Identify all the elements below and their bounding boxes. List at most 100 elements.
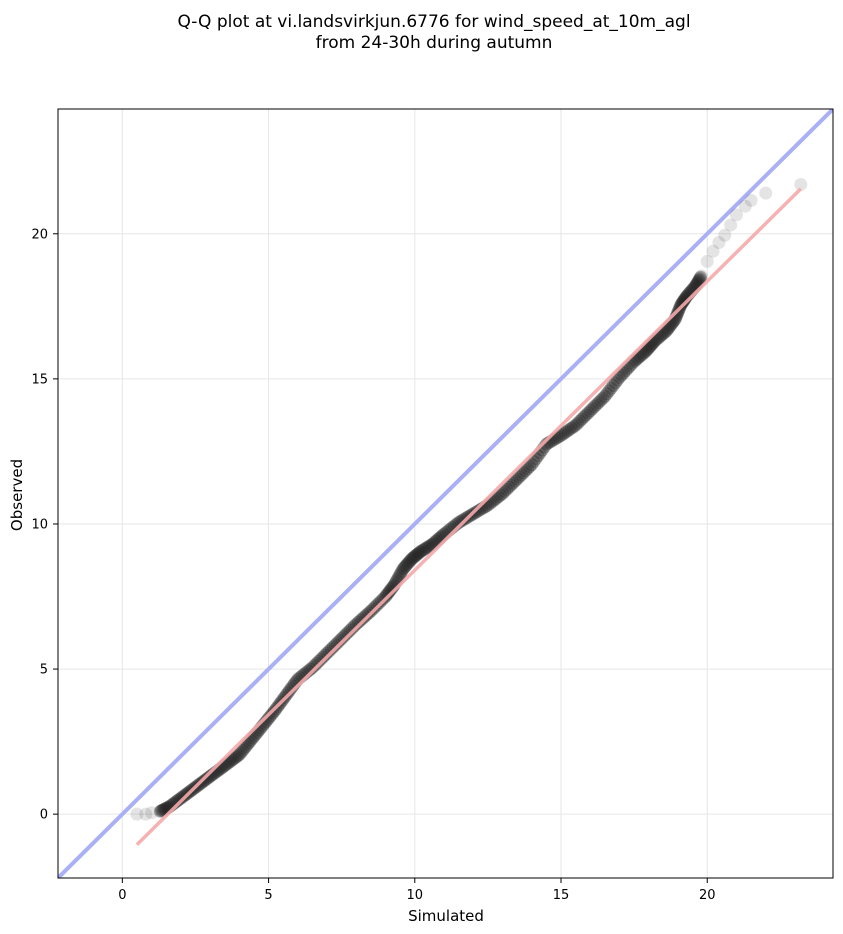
data-point [473, 503, 487, 517]
data-point [738, 199, 752, 213]
data-point [395, 564, 409, 578]
data-point [282, 684, 296, 698]
data-point [639, 344, 653, 358]
data-point [380, 588, 394, 602]
data-point [328, 638, 342, 652]
data-point [411, 547, 425, 561]
data-point [266, 706, 280, 720]
data-point [401, 556, 415, 570]
data-point [320, 646, 334, 660]
data-point [759, 186, 773, 200]
data-point [407, 550, 421, 564]
data-point [456, 513, 470, 527]
data-point [712, 235, 726, 249]
data-point [399, 559, 413, 573]
data-point [581, 406, 595, 420]
x-tick-label: 10 [407, 888, 424, 903]
data-point [424, 538, 438, 552]
data-point [724, 218, 738, 232]
data-point [324, 642, 338, 656]
data-point [514, 468, 528, 482]
data-point [521, 462, 535, 476]
data-point [261, 712, 275, 726]
x-tick-label: 5 [264, 888, 272, 903]
data-point [153, 804, 167, 818]
data-point [353, 613, 367, 627]
data-point [419, 541, 433, 555]
data-point [345, 621, 359, 635]
data-point [496, 487, 510, 500]
data-point [201, 771, 215, 785]
data-point [504, 478, 518, 492]
data-point [241, 737, 255, 751]
data-point [420, 540, 434, 554]
data-point [577, 410, 591, 424]
data-point [552, 430, 566, 444]
data-point [392, 569, 406, 583]
data-point [617, 366, 631, 380]
data-point [604, 381, 618, 395]
data-point [322, 644, 336, 658]
y-tick-label: 5 [40, 663, 48, 678]
plot-contents [58, 109, 833, 878]
x-axis-label: Simulated [408, 907, 484, 925]
data-point [310, 656, 324, 670]
data-point [585, 402, 599, 416]
data-point [502, 480, 516, 494]
data-point [587, 400, 601, 414]
y-tick-label: 15 [31, 372, 48, 387]
data-point [615, 368, 629, 382]
data-point [374, 594, 388, 608]
data-point [176, 790, 190, 804]
data-point [362, 606, 376, 620]
data-point [174, 791, 188, 805]
data-point [232, 748, 246, 762]
data-point [224, 754, 238, 768]
data-point [558, 426, 572, 440]
data-point [527, 455, 541, 469]
data-point [692, 273, 706, 287]
data-point [519, 464, 533, 478]
chart-title-line-2: from 24-30h during autumn [316, 33, 553, 53]
data-point [415, 544, 429, 558]
data-point [592, 396, 606, 410]
data-point [510, 472, 524, 486]
data-point [349, 617, 363, 631]
x-tick-label: 20 [699, 888, 716, 903]
plot-frame [57, 108, 834, 879]
data-point [718, 228, 732, 242]
data-point [264, 708, 278, 722]
data-point [516, 466, 530, 480]
data-point [659, 324, 673, 338]
data-point [675, 297, 689, 311]
data-point [567, 420, 581, 434]
data-point [402, 555, 416, 569]
data-point [400, 558, 414, 572]
data-point [281, 686, 295, 700]
data-point [231, 749, 245, 763]
data-point [170, 794, 184, 808]
data-point [229, 750, 243, 764]
data-point [308, 659, 322, 673]
data-point [608, 376, 622, 390]
data-point [470, 504, 484, 518]
data-point [262, 710, 276, 724]
data-point [379, 590, 393, 604]
data-point [676, 295, 690, 309]
y-tick-label: 20 [31, 227, 48, 242]
data-point [493, 488, 507, 502]
data-point [414, 545, 428, 559]
y-tick-label: 10 [31, 517, 48, 532]
data-point [512, 470, 526, 484]
data-point [670, 308, 684, 322]
data-point [523, 460, 537, 474]
data-point [583, 404, 597, 418]
data-point [404, 553, 418, 567]
data-point [139, 807, 153, 821]
data-point [343, 623, 357, 637]
data-point [370, 598, 384, 612]
data-point [498, 484, 512, 498]
data-point [381, 586, 395, 600]
data-point [226, 753, 240, 767]
fit-line [135, 187, 803, 846]
